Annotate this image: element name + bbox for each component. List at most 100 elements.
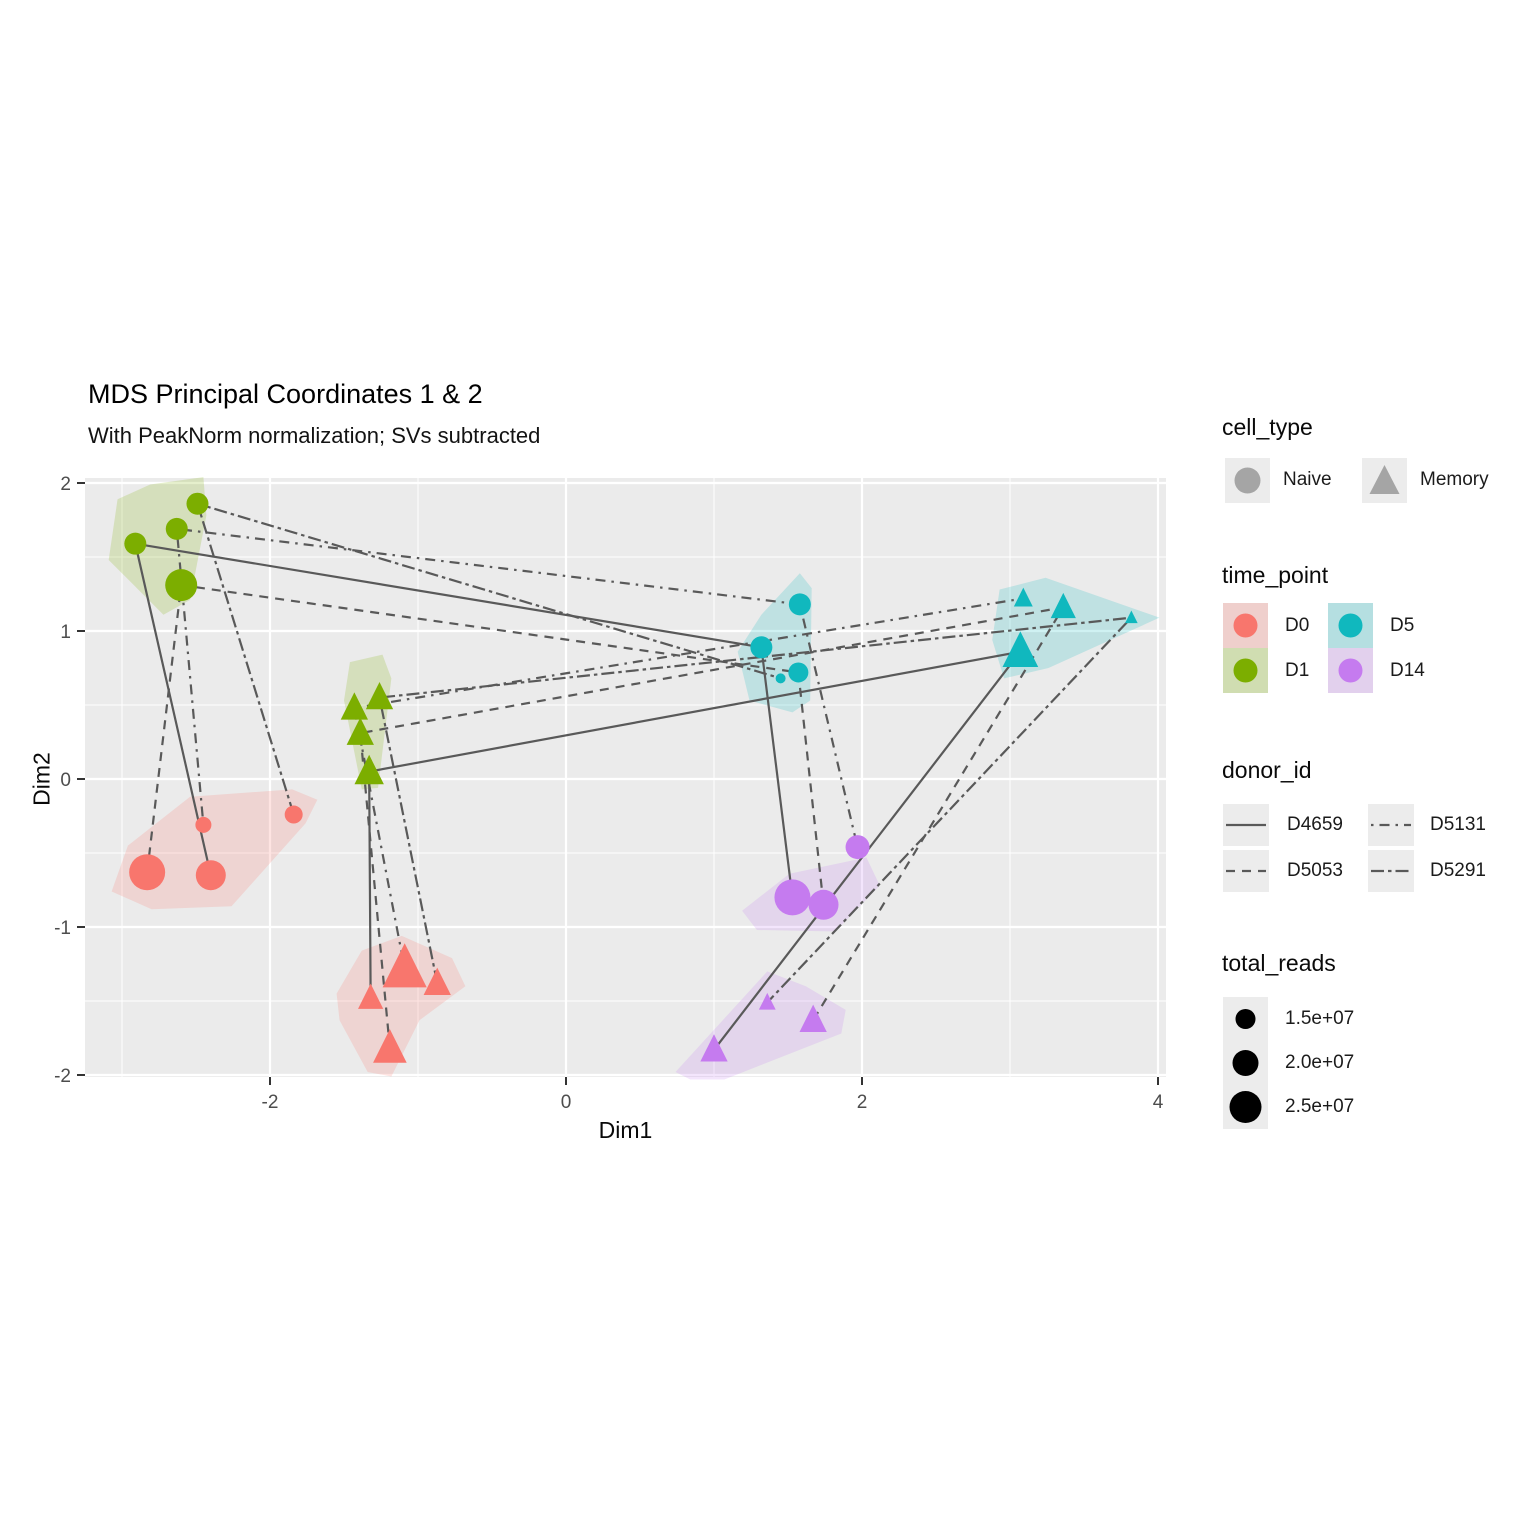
point-D5131-Naive-D5 [788, 593, 811, 616]
legend-label-size-0: 1.5e+07 [1285, 1008, 1355, 1029]
point-D5131-Naive-D14 [845, 835, 870, 860]
legend-key-glyph [1371, 869, 1411, 873]
legend-key-d5 [1328, 603, 1373, 648]
point-D4659-Naive-D0 [195, 860, 226, 891]
point-D5053-Naive-D14 [808, 889, 839, 920]
legend-key-d14 [1328, 648, 1373, 693]
legend-title-donor-id: donor_id [1222, 757, 1312, 783]
legend-key-memory [1362, 458, 1407, 503]
legend-key-d5053 [1223, 850, 1269, 892]
point-D5053-Memory-D14 [799, 1004, 827, 1032]
point-D5053-Naive-D5 [788, 662, 809, 683]
point-D5053-Memory-D0 [373, 1029, 407, 1063]
point-D5131-Memory-D1 [340, 692, 369, 720]
point-D5131-Memory-D5 [1013, 587, 1033, 607]
legend-label-d0: D0 [1285, 615, 1310, 636]
point-D5053-Naive-D0 [129, 854, 166, 891]
hull-D5-Memory [992, 577, 1160, 679]
legend-label-memory: Memory [1420, 469, 1489, 490]
point-D5291-Memory-D0 [423, 967, 451, 995]
legend-key-d0 [1223, 603, 1268, 648]
legend-key-d4659 [1223, 804, 1269, 846]
legend-key-glyph [1234, 467, 1261, 494]
y-tick-label: 0 [60, 770, 71, 791]
point-D5053-Memory-D5 [1050, 592, 1076, 619]
point-D5053-Naive-D1 [165, 569, 198, 602]
legend-key-glyph [1226, 869, 1266, 873]
x-axis-title: Dim1 [598, 1117, 653, 1143]
point-D5131-Naive-D1 [165, 517, 188, 540]
point-D4659-Memory-D0 [358, 983, 384, 1009]
legend-cell-type: cell_type Naive Memory [1222, 414, 1536, 554]
legend-label-d5131: D5131 [1430, 814, 1486, 835]
legend-key-glyph [1226, 823, 1266, 827]
legend-donor-id: donor_id D4659 D5131 D5053 D5291 [1222, 757, 1536, 937]
legend-key-size-0 [1223, 997, 1268, 1041]
size-key-circle-icon [1229, 1091, 1262, 1123]
time-key-circle-icon [1233, 613, 1258, 638]
legend-label-naive: Naive [1283, 469, 1332, 490]
legend-key-glyph [1328, 603, 1373, 648]
legend-key-d5131 [1368, 804, 1414, 846]
point-D4659-Memory-D5 [1002, 631, 1039, 668]
path-D5053-Memory [359, 605, 1066, 1049]
legend-title-total-reads: total_reads [1222, 950, 1336, 976]
legend-label-d1: D1 [1285, 660, 1310, 681]
point-D4659-Naive-D14 [774, 879, 811, 916]
point-D5291-Naive-D1 [186, 492, 209, 515]
point-D4659-Memory-D14 [700, 1034, 728, 1062]
point-D5291-Naive-D0 [284, 805, 303, 824]
legend-title-time-point: time_point [1222, 562, 1329, 588]
legend-label-size-2: 2.5e+07 [1285, 1096, 1355, 1117]
hull-D0-Memory [336, 935, 466, 1077]
path-D5131-Naive [175, 527, 859, 848]
legend-key-glyph [1328, 648, 1373, 693]
legend-key-glyph [1235, 1009, 1256, 1029]
legend-key-size-1 [1223, 1041, 1268, 1085]
page-title: MDS Principal Coordinates 1 & 2 [88, 379, 483, 409]
legend-key-d1 [1223, 648, 1268, 693]
legend-label-d4659: D4659 [1287, 814, 1343, 835]
legend-label-size-1: 2.0e+07 [1285, 1052, 1355, 1073]
x-tick-label: -2 [262, 1092, 279, 1113]
legend-key-glyph [1232, 1050, 1259, 1076]
point-D5131-Memory-D0 [382, 943, 427, 988]
plot-panel [85, 478, 1166, 1077]
legend-key-glyph [1371, 823, 1411, 827]
x-tick-label: 0 [561, 1092, 572, 1113]
legend-key-size-2 [1223, 1085, 1268, 1129]
path-D5291-Memory [378, 616, 1135, 1004]
legend-label-d14: D14 [1390, 660, 1425, 681]
legend-time-point: time_point D0 D5 D1 D14 [1222, 562, 1536, 742]
path-D5053-Naive [146, 583, 825, 905]
y-tick-label: 1 [60, 622, 71, 643]
legend-key-glyph [1223, 648, 1268, 693]
legend-label-d5: D5 [1390, 615, 1415, 636]
path-D4659-Naive [133, 542, 794, 898]
legend-key-glyph [1223, 603, 1268, 648]
legend-label-d5291: D5291 [1430, 860, 1486, 881]
legend-key-glyph [1369, 465, 1400, 494]
time-key-circle-icon [1338, 613, 1363, 638]
point-D5291-Memory-D14 [758, 992, 776, 1010]
point-D5053-Memory-D1 [346, 717, 374, 745]
point-D4659-Naive-D5 [750, 636, 773, 659]
x-tick-label: 2 [857, 1092, 868, 1113]
time-key-circle-icon [1338, 658, 1363, 683]
legend-key-d5291 [1368, 850, 1414, 892]
y-tick-label: 2 [60, 474, 71, 495]
size-key-circle-icon [1232, 1050, 1259, 1076]
legend-key-glyph [1229, 1091, 1262, 1123]
memory-triangle-icon [1369, 465, 1400, 494]
point-D5131-Naive-D0 [195, 816, 212, 833]
point-D5291-Memory-D1 [365, 682, 394, 710]
point-D5291-Memory-D5 [1125, 610, 1138, 624]
y-tick-label: -1 [54, 918, 71, 939]
legend-panel: cell_type Naive Memory time_point D0 D5 D1 D14 d… [1222, 0, 1536, 1536]
point-D5291-Naive-D5 [775, 673, 786, 684]
time-key-circle-icon [1233, 658, 1258, 683]
legend-title-cell-type: cell_type [1222, 414, 1313, 440]
naive-circle-icon [1234, 467, 1261, 494]
path-D5131-Memory [353, 597, 1024, 969]
